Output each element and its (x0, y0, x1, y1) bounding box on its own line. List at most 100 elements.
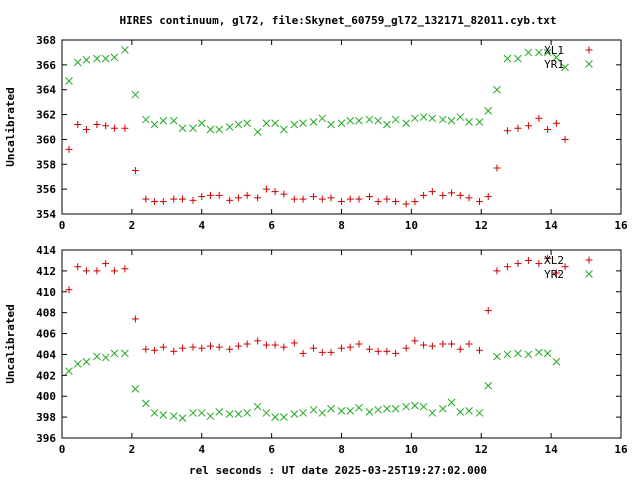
data-point-YR2 (402, 402, 410, 411)
data-point-YR2 (503, 350, 512, 359)
data-point-YR2 (374, 405, 383, 414)
data-point-YR1 (131, 90, 140, 99)
y-tick-label: 354 (36, 208, 56, 221)
data-point-YR2 (234, 410, 243, 418)
data-point-YR1 (197, 119, 206, 128)
data-point-YR1 (82, 56, 91, 64)
data-point-XL1 (428, 188, 436, 196)
data-point-YR2 (189, 409, 197, 417)
data-point-XL1 (93, 121, 101, 129)
data-point-YR2 (110, 349, 119, 358)
data-point-XL1 (254, 194, 262, 202)
data-point-YR1 (121, 46, 129, 54)
data-point-YR1 (428, 114, 437, 123)
x-tick-label: 16 (614, 219, 628, 232)
data-point-XL2 (552, 269, 560, 277)
y-tick-label: 412 (36, 265, 56, 278)
data-point-XL1 (503, 127, 511, 135)
data-point-YR2 (327, 404, 335, 413)
data-point-YR1 (290, 120, 299, 129)
plot-frame (61, 39, 622, 215)
data-point-YR2 (465, 406, 473, 415)
y-axis-label: Uncalibrated (4, 304, 17, 383)
data-point-XL1 (198, 193, 206, 201)
data-point-YR1 (225, 123, 234, 131)
data-point-XL2 (392, 349, 400, 357)
data-point-XL1 (338, 198, 345, 206)
data-point-XL2 (170, 347, 178, 355)
data-point-YR1 (159, 116, 168, 125)
data-point-YR1 (169, 116, 178, 125)
data-point-YR2 (428, 409, 437, 417)
data-point-XL2 (82, 267, 90, 275)
y-tick-label: 398 (36, 411, 56, 424)
data-point-XL2 (290, 339, 298, 347)
data-point-YR1 (206, 125, 215, 134)
data-point-XL2 (189, 343, 197, 351)
data-point-XL1 (383, 195, 391, 203)
data-point-XL1 (365, 193, 373, 201)
data-point-YR2 (438, 404, 447, 413)
series-YR2 (65, 348, 561, 423)
data-point-YR1 (337, 119, 346, 128)
data-point-YR1 (262, 119, 271, 128)
data-point-XL2 (142, 345, 150, 353)
data-point-XL2 (271, 341, 279, 349)
data-point-YR1 (299, 119, 307, 128)
data-point-XL2 (439, 340, 447, 348)
bottom-panel: 0 2 4 6 8 10 12 14 16 396 398 400 402 404 406 408 410 412… (4, 244, 628, 456)
data-point-XL1 (310, 193, 318, 201)
x-tick-label: 2 (129, 219, 136, 232)
data-point-XL2 (151, 346, 159, 354)
data-point-XL2 (206, 342, 214, 350)
data-point-XL2 (299, 349, 307, 357)
y-tick-label: 402 (36, 369, 56, 382)
data-point-XL1 (215, 191, 223, 199)
series-XL2 (65, 254, 569, 357)
data-point-YR2 (131, 385, 140, 393)
x-tick-label: 12 (475, 219, 488, 232)
y-tick-label: 414 (36, 244, 56, 257)
series-XL1 (65, 114, 569, 208)
data-point-YR2 (206, 412, 215, 420)
data-point-XL2 (493, 267, 501, 275)
data-point-YR2 (391, 404, 400, 413)
legend-label-YR1: YR1 (544, 58, 564, 71)
data-point-XL1 (552, 119, 560, 127)
data-point-XL2 (465, 340, 473, 348)
data-point-XL2 (215, 343, 223, 351)
legend-label-XL1: XL1 (544, 44, 564, 57)
data-point-XL1 (179, 195, 187, 203)
data-point-YR2 (475, 409, 484, 417)
data-point-XL2 (411, 337, 419, 345)
x-tick-label: 6 (268, 219, 275, 232)
data-point-XL2 (535, 260, 543, 268)
data-point-YR2 (346, 406, 355, 415)
legend-marker-XL1 (585, 46, 593, 54)
y-tick-label: 362 (36, 109, 56, 122)
y-tick-label: 366 (36, 59, 56, 72)
data-point-XL1 (346, 195, 354, 203)
data-point-XL1 (318, 195, 326, 203)
data-point-YR1 (309, 118, 318, 126)
data-point-XL1 (271, 188, 279, 196)
data-point-XL1 (493, 164, 501, 172)
data-point-YR2 (290, 410, 299, 418)
data-point-XL1 (476, 198, 484, 206)
data-point-XL2 (383, 347, 391, 355)
data-point-XL2 (476, 346, 484, 354)
data-point-XL1 (243, 191, 251, 199)
data-point-XL2 (121, 265, 129, 273)
data-point-XL2 (524, 256, 532, 264)
data-point-XL1 (402, 200, 410, 208)
data-point-YR1 (503, 54, 512, 63)
data-point-YR1 (374, 116, 383, 125)
data-point-YR1 (65, 77, 73, 85)
data-point-XL2 (310, 344, 318, 352)
data-point-XL2 (179, 344, 187, 352)
data-point-YR2 (318, 409, 327, 417)
x-axis-label: rel seconds : UT date 2025-03-25T19:27:0… (189, 464, 487, 477)
x-tick-label: 8 (338, 443, 345, 456)
data-point-XL1 (110, 124, 118, 132)
